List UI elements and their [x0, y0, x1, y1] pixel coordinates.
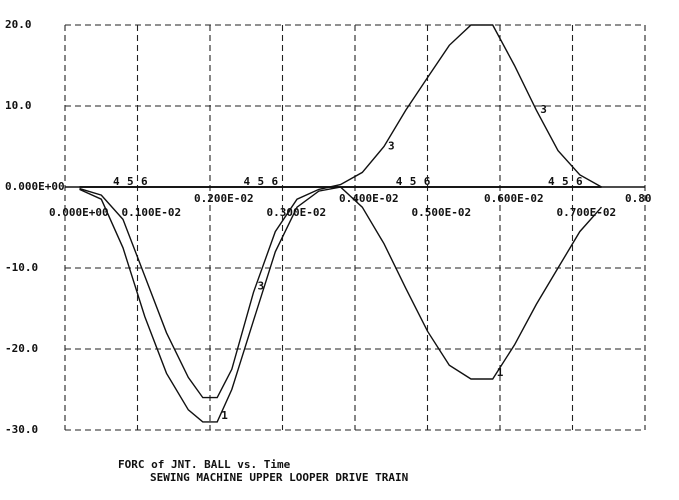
y-tick-label: -10.0: [5, 261, 38, 274]
y-tick-label: 10.0: [5, 99, 32, 112]
curve-label: 6: [272, 175, 279, 188]
x-tick-label: 0.500E-02: [412, 206, 472, 219]
curve-label: 5: [258, 175, 265, 188]
chart-subtitle: SEWING MACHINE UPPER LOOPER DRIVE TRAIN: [150, 471, 408, 484]
curve-label: 1: [221, 409, 228, 422]
curve-label: 4: [548, 175, 555, 188]
curve-label: 5: [410, 175, 417, 188]
curve-label: 6: [576, 175, 583, 188]
x-tick-label: 0.300E-02: [267, 206, 327, 219]
y-tick-label: -30.0: [5, 423, 38, 436]
curve-label: 3: [540, 103, 547, 116]
curve-label: 6: [424, 175, 431, 188]
x-tick-label: 0.700E-02: [557, 206, 617, 219]
curve-label: 1: [497, 366, 504, 379]
curve-label: 4: [396, 175, 403, 188]
curve-label: 6: [141, 175, 148, 188]
y-tick-label: -20.0: [5, 342, 38, 355]
y-tick-label: 20.0: [5, 18, 32, 31]
x-tick-label: 0.600E-02: [484, 192, 544, 205]
curve-label: 3: [388, 140, 395, 153]
y-tick-label: 0.000E+00: [5, 180, 65, 193]
curve-label: 3: [258, 279, 265, 292]
curve-label: 4: [113, 175, 120, 188]
x-tick-label: 0.400E-02: [339, 192, 399, 205]
x-tick-label: 0.000E+00: [49, 206, 109, 219]
curve-label: 5: [127, 175, 134, 188]
chart-title: FORC of JNT. BALL vs. Time: [118, 458, 291, 471]
x-tick-label: 0.200E-02: [194, 192, 254, 205]
series-line: [79, 186, 603, 423]
curve-label: 5: [562, 175, 569, 188]
curve-label: 4: [244, 175, 251, 188]
x-tick-label: 0.100E-02: [122, 206, 182, 219]
x-tick-label: 0.80: [625, 192, 652, 205]
